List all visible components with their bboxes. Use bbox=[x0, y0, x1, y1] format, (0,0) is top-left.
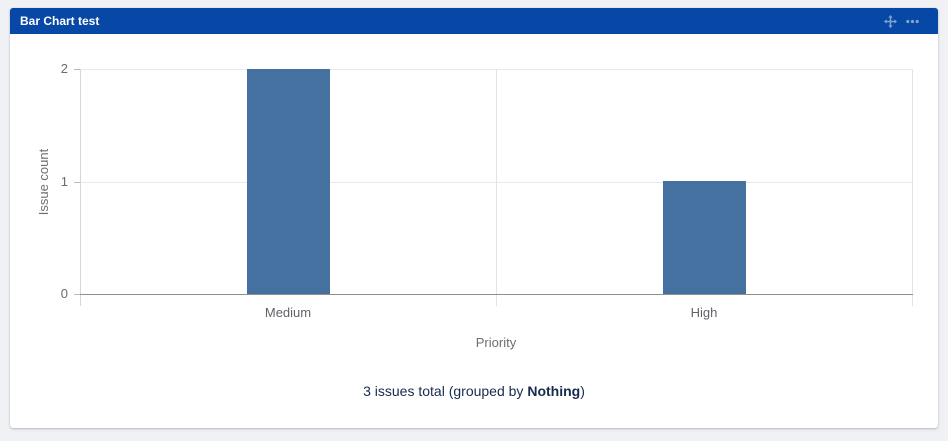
bar-chart-gadget: Bar Chart test Issue count bbox=[10, 8, 938, 428]
y-tick-2 bbox=[74, 69, 80, 70]
gadget-title: Bar Chart test bbox=[20, 14, 100, 28]
band-line-2 bbox=[912, 69, 913, 306]
more-options-icon[interactable] bbox=[905, 14, 920, 29]
bar-medium[interactable] bbox=[247, 69, 330, 294]
x-axis-line bbox=[80, 294, 913, 295]
band-line-1 bbox=[496, 69, 497, 306]
gadget-body: Issue count Priority Medium High 0 1 2 3 iss… bbox=[10, 34, 938, 428]
bar-high[interactable] bbox=[663, 181, 746, 294]
summary-text: 3 issues total (grouped by Nothing) bbox=[10, 383, 938, 399]
y-tick-0 bbox=[74, 294, 80, 295]
gadget-header[interactable]: Bar Chart test bbox=[10, 8, 938, 34]
move-icon[interactable] bbox=[883, 14, 898, 29]
bar-chart: Issue count Priority Medium High 0 1 2 bbox=[10, 34, 938, 374]
x-axis-title: Priority bbox=[475, 335, 517, 350]
summary-suffix: ) bbox=[580, 383, 585, 399]
y-tick-label-1: 1 bbox=[60, 174, 68, 189]
y-tick-label-2: 2 bbox=[60, 61, 68, 76]
summary-prefix: 3 issues total (grouped by bbox=[363, 383, 528, 399]
y-tick-1 bbox=[74, 182, 80, 183]
y-tick-label-0: 0 bbox=[60, 286, 68, 301]
category-label-high: High bbox=[690, 305, 718, 320]
category-label-medium: Medium bbox=[264, 305, 312, 320]
band-line-0 bbox=[80, 69, 81, 306]
summary-group-by: Nothing bbox=[527, 383, 581, 399]
gadget-header-actions bbox=[883, 14, 920, 29]
